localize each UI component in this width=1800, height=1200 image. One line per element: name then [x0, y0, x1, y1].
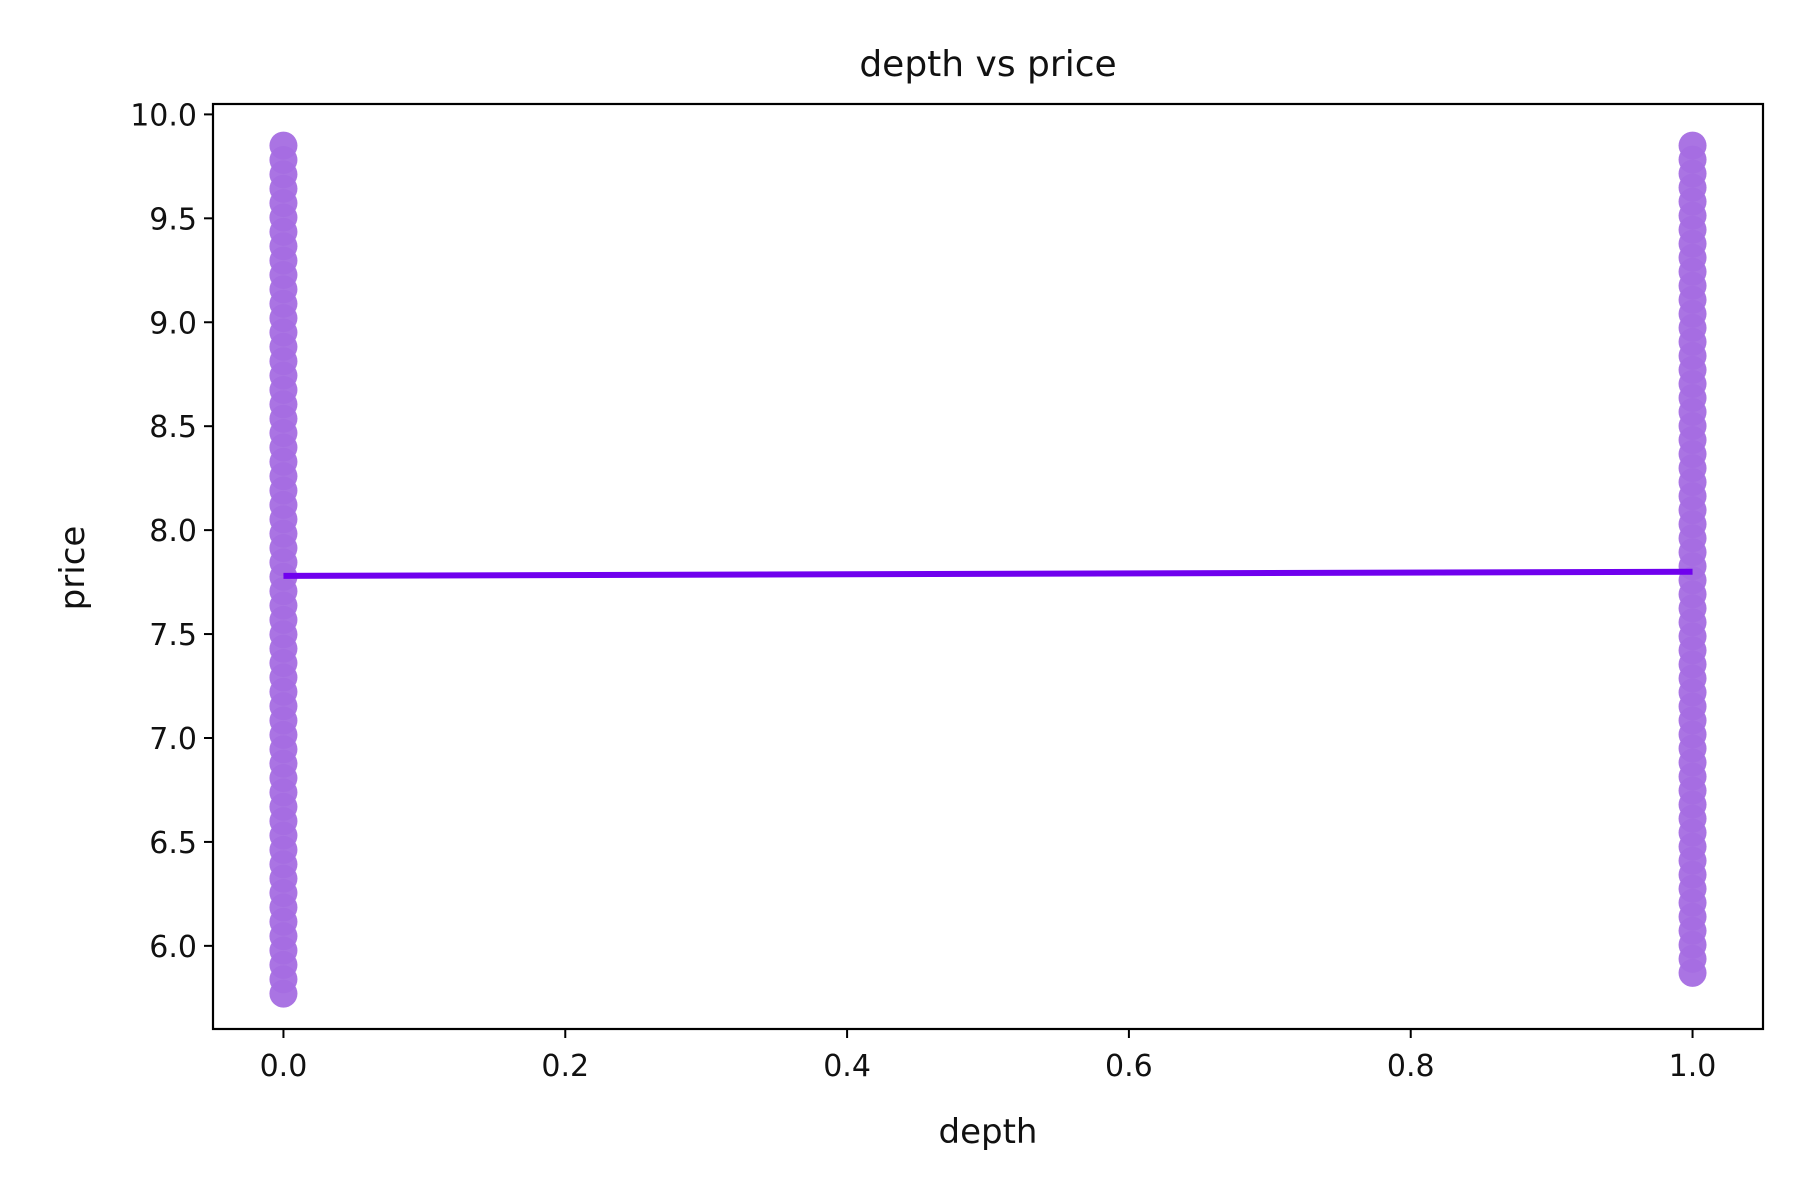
y-tick-label: 6.5 [149, 826, 197, 861]
y-tick-label: 7.5 [149, 618, 197, 653]
y-tick-label: 8.5 [149, 410, 197, 445]
scatter-point [1678, 131, 1707, 160]
y-axis-label: price [53, 526, 93, 611]
y-tick-label: 9.0 [149, 306, 197, 341]
x-tick-label: 0.6 [1105, 1049, 1153, 1084]
y-tick-label: 10.0 [130, 98, 197, 133]
x-tick-label: 1.0 [1669, 1049, 1717, 1084]
x-axis: 0.0 0.2 0.4 0.6 0.8 1.0 [260, 1029, 1717, 1084]
scatter-point [269, 131, 298, 160]
y-tick-label: 8.0 [149, 514, 197, 549]
y-tick-label: 9.5 [149, 202, 197, 237]
x-tick-label: 0.0 [260, 1049, 308, 1084]
plot-frame [211, 102, 1765, 1031]
x-tick-label: 0.2 [541, 1049, 589, 1084]
plot-content [269, 131, 1707, 1008]
x-axis-label: depth [939, 1112, 1038, 1152]
regression-line [283, 568, 1693, 579]
y-tick-label: 6.0 [149, 930, 197, 965]
chart-title: depth vs price [859, 44, 1116, 85]
x-tick-label: 0.8 [1387, 1049, 1435, 1084]
x-tick-label: 0.4 [823, 1049, 871, 1084]
y-tick-label: 7.0 [149, 722, 197, 757]
y-axis: 6.0 6.5 7.0 7.5 8.0 8.5 9.0 9.5 10.0 [130, 98, 213, 965]
